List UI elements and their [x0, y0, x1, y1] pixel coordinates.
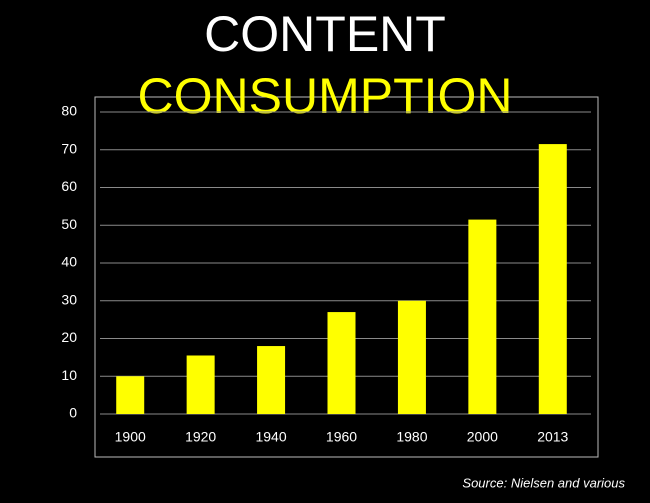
x-tick-label: 1980	[396, 429, 427, 445]
x-tick-label: 1940	[255, 429, 286, 445]
x-tick-label: 2013	[537, 429, 568, 445]
bar	[116, 376, 145, 414]
x-tick-label: 2000	[467, 429, 498, 445]
bar	[397, 300, 426, 414]
y-tick-label: 10	[61, 367, 77, 383]
y-tick-label: 30	[61, 291, 77, 307]
y-tick-label: 60	[61, 178, 77, 194]
bar	[257, 346, 286, 414]
y-tick-label: 40	[61, 254, 77, 270]
y-tick-label: 80	[61, 103, 77, 119]
x-tick-label: 1960	[326, 429, 357, 445]
bar	[327, 312, 356, 414]
source-note: Source: Nielsen and various	[462, 475, 625, 490]
x-tick-label: 1920	[185, 429, 216, 445]
y-tick-label: 20	[61, 329, 77, 345]
y-tick-label: 0	[69, 405, 77, 421]
y-tick-label: 50	[61, 216, 77, 232]
chart-subtitle: CONSUMPTION	[138, 68, 513, 124]
plot-frame	[94, 96, 599, 458]
chart-title: CONTENT	[204, 6, 446, 62]
bar	[468, 219, 497, 414]
y-tick-label: 70	[61, 140, 77, 156]
x-tick-label: 1900	[115, 429, 146, 445]
bar	[538, 144, 567, 414]
bar	[186, 355, 215, 414]
